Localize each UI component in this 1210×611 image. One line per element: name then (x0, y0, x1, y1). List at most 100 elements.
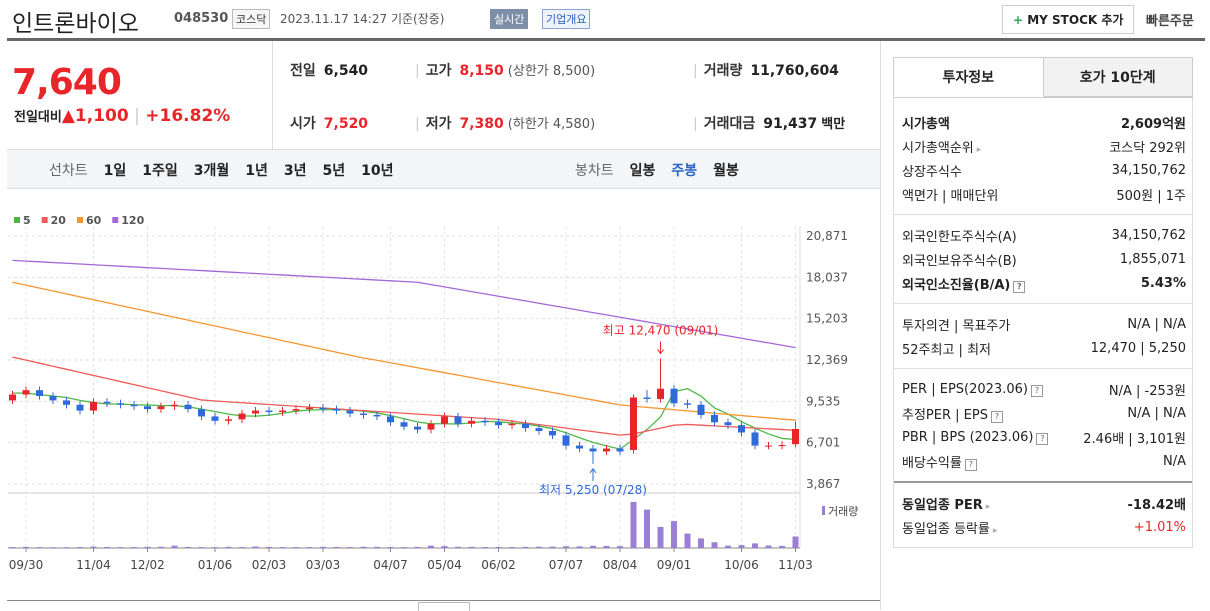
candle-body (535, 428, 543, 432)
legend-label: 20 (51, 214, 67, 227)
row-label: 시가총액 (902, 113, 950, 132)
quote-value: 11,760,604 (750, 63, 839, 79)
row-value: 코스닥 292위 (1109, 140, 1186, 156)
period-tab[interactable]: 월봉 (713, 163, 739, 179)
row-label: 시가총액순위 ▸ (902, 137, 981, 156)
candle-body (63, 400, 70, 405)
volume-bar (360, 546, 367, 548)
quote-note: (상한가 8,500) (507, 64, 596, 79)
period-tab[interactable]: 일봉 (629, 163, 656, 179)
candle-body (468, 420, 475, 424)
candle-body (481, 420, 489, 423)
x-tick-label: 08/04 (603, 558, 638, 572)
candle-body (9, 394, 16, 401)
invest-row: PBR | BPS (2023.06)? 2.46배 | 3,101원 (894, 425, 1192, 449)
help-icon[interactable]: ? (1030, 384, 1043, 397)
period-tab[interactable]: 주봉 (671, 163, 698, 179)
tab[interactable]: 투자정보 (893, 57, 1044, 97)
x-tick-label: 10/06 (724, 558, 759, 572)
period-tab[interactable]: 1일 (103, 163, 127, 179)
candle-body (346, 410, 354, 414)
price-divider (272, 41, 273, 149)
legend-swatch (14, 217, 20, 223)
volume-bar (509, 547, 515, 548)
mystock-button[interactable]: + MY STOCK 추가 (1002, 5, 1135, 34)
help-icon[interactable]: ? (1013, 280, 1026, 293)
volume-bar (644, 509, 650, 548)
volume-bar (563, 546, 569, 548)
row-label: 추정PER | EPS? (902, 404, 1003, 423)
period-tab[interactable]: 1주일 (142, 163, 178, 179)
candle-body (400, 422, 408, 427)
row-label: PBR | BPS (2023.06)? (902, 430, 1049, 445)
candle-body (373, 414, 381, 417)
volume-bar (9, 547, 16, 548)
help-icon[interactable]: ? (964, 458, 977, 471)
x-tick-label: 09/30 (9, 558, 44, 572)
invest-row: 액면가 | 매매단위 500원 | 1주 (894, 182, 1192, 206)
change-rate: +16.82% (145, 106, 231, 126)
row-value: 2.46배 | 3,101원 (1083, 431, 1186, 447)
invest-section: 동일업종 PER ▸ -18.42배 동일업종 등락률 ▸ +1.01% (894, 483, 1192, 547)
volume-bar (144, 546, 151, 548)
volume-bar (495, 546, 502, 548)
high-annotation: 최고 12,470 (09/01) (603, 324, 719, 338)
invest-section: 외국인한도주식수(A) 34,150,762 외국인보유주식수(B) 1,855,07… (894, 215, 1192, 304)
row-value: 5.43% (1140, 275, 1186, 291)
cell-sep: | (693, 116, 698, 132)
candle-body (117, 403, 124, 405)
candle-body (387, 416, 394, 423)
invest-body: 시가총액 2,609억원 시가총액순위 ▸ 코스닥 292위 상장주식수 34,150,76… (893, 98, 1193, 548)
candle-body (589, 448, 597, 452)
period-tab[interactable]: 3개월 (193, 163, 230, 179)
volume-bar (549, 546, 556, 548)
row-value: 34,150,762 (1111, 162, 1186, 178)
x-tick-label: 02/03 (252, 558, 287, 572)
invest-row: 외국인소진율(B/A)? 5.43% (894, 271, 1192, 295)
period-tab[interactable]: 5년 (322, 163, 346, 179)
company-button[interactable]: 기업개요 (542, 9, 591, 29)
period-tab[interactable]: 3년 (283, 163, 307, 179)
period-tab[interactable]: 10년 (361, 163, 394, 179)
row-value: 500원 | 1주 (1116, 188, 1186, 204)
current-price: 7,640 (12, 62, 122, 103)
timestamp: 2023.11.17 14:27 기준(장중) (280, 10, 444, 27)
row-label: 액면가 | 매매단위 (902, 185, 998, 204)
candle-body (751, 432, 759, 446)
label-text: 추정PER | EPS (902, 407, 988, 423)
x-tick-label: 03/03 (306, 558, 341, 572)
help-icon[interactable]: ? (1036, 432, 1049, 445)
expand-handle[interactable] (418, 602, 470, 611)
candle-body (562, 435, 570, 446)
datetime: 2023.11.17 14:27 (280, 12, 388, 26)
quote-value: 7,520 (323, 116, 369, 132)
row-value: N/A (1163, 453, 1186, 469)
volume-bar (684, 533, 691, 548)
volume-bar (306, 547, 313, 548)
candle-body (684, 403, 691, 405)
row-label: 외국인한도주식수(A) (902, 226, 1017, 245)
candle-body (103, 401, 111, 404)
cell-sep: | (415, 116, 420, 132)
label-text: 외국인한도주식수(A) (902, 229, 1017, 245)
invest-section: PER | EPS(2023.06)? N/A | -253원 추정PER | EP… (894, 369, 1192, 483)
row-value: +1.01% (1133, 519, 1186, 535)
y-tick-label: 18,037 (806, 270, 848, 284)
tab[interactable]: 호가 10단계 (1043, 57, 1193, 97)
volume-bar (225, 546, 232, 548)
quote-value: 6,540 (323, 63, 369, 79)
x-tick-label: 06/02 (481, 558, 516, 572)
realtime-badge[interactable]: 실시간 (490, 9, 529, 29)
invest-row: 외국인한도주식수(A) 34,150,762 (894, 223, 1192, 247)
candle-body (90, 401, 97, 411)
period-tab[interactable]: 1년 (245, 163, 268, 179)
row-label: 배당수익률? (902, 452, 977, 471)
quick-order[interactable]: 빠른주문 (1146, 14, 1194, 29)
ma-line (12, 259, 796, 349)
candle-body (576, 445, 583, 449)
quote-note: (하한가 4,580) (507, 117, 596, 132)
row-value: N/A | N/A (1127, 405, 1186, 421)
candle-body (603, 448, 610, 452)
help-icon[interactable]: ? (990, 410, 1003, 423)
